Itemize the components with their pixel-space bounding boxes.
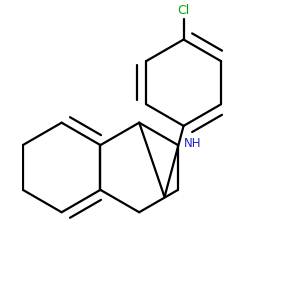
Text: Cl: Cl: [178, 4, 190, 17]
Text: NH: NH: [184, 137, 201, 150]
